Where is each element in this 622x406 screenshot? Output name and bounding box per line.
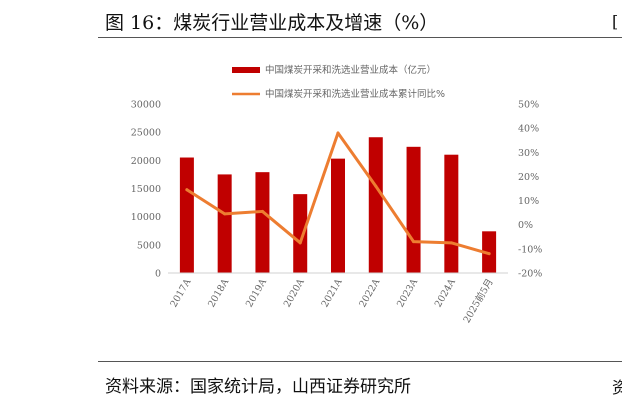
growth-point [487, 252, 491, 256]
y-right-tick-label: -20% [518, 269, 542, 280]
y-left-tick-label: 30000 [131, 100, 161, 111]
y-right-tick-label: -10% [518, 244, 542, 255]
bar-series [179, 137, 497, 273]
x-tick-label: 2024A [433, 277, 458, 309]
y-left-tick-label: 10000 [131, 212, 161, 223]
legend-swatch-bar [232, 67, 260, 73]
bar [255, 172, 270, 273]
top-rule [98, 37, 622, 38]
growth-point [298, 241, 302, 245]
legend: 中国煤炭开采和洗选业营业成本（亿元） 中国煤炭开采和洗选业营业成本累计同比% [232, 64, 445, 100]
growth-point [412, 240, 416, 244]
growth-point [449, 241, 453, 245]
edge-glyph-bottom: 资 [612, 378, 622, 397]
y-right-tick-label: 40% [518, 124, 539, 135]
bar [179, 157, 194, 273]
x-tick-label: 2023A [395, 277, 420, 309]
x-tick-label: 2022A [357, 277, 382, 309]
y-left-tick-label: 5000 [137, 240, 161, 251]
y-right-axis: -20% -10% 0% 10% 20% 30% 40% 50% [518, 100, 542, 280]
bar [406, 146, 421, 273]
y-left-axis: 0 5000 10000 15000 20000 25000 30000 [131, 100, 161, 280]
x-axis: 2017A 2018A 2019A 2020A 2021A 2022A 2023A 2024A… [168, 276, 495, 325]
y-left-tick-label: 0 [155, 269, 161, 280]
bar [331, 158, 345, 273]
figure-title: 图 16：煤炭行业营业成本及增速（%） [105, 12, 439, 34]
legend-label-bar: 中国煤炭开采和洗选业营业成本（亿元） [265, 64, 436, 76]
y-right-tick-label: 30% [518, 148, 539, 159]
x-tick-label: 2021A [320, 277, 345, 309]
growth-point [223, 212, 227, 216]
x-tick-label: 2019A [244, 277, 269, 309]
growth-point [260, 209, 264, 213]
edge-glyph-top: [ [612, 12, 619, 31]
bar [368, 137, 383, 273]
y-left-tick-label: 15000 [131, 184, 161, 195]
y-right-tick-label: 20% [518, 172, 539, 183]
y-right-tick-label: 0% [518, 220, 533, 231]
bar [293, 194, 308, 273]
legend-label-line: 中国煤炭开采和洗选业营业成本累计同比% [265, 88, 445, 100]
growth-point [185, 188, 189, 192]
source-note: 资料来源：国家统计局，山西证券研究所 [105, 377, 411, 397]
bottom-rule [98, 361, 622, 362]
line-series [185, 131, 491, 256]
bar [217, 174, 232, 273]
y-left-tick-label: 20000 [131, 156, 161, 167]
x-tick-label: 2018A [206, 277, 231, 309]
x-tick-label: 2017A [168, 277, 193, 309]
bar [444, 154, 459, 273]
y-left-tick-label: 25000 [131, 128, 161, 139]
x-tick-label: 2025前5月 [461, 276, 496, 325]
growth-point [336, 131, 340, 135]
x-tick-label: 2020A [282, 277, 307, 309]
y-right-tick-label: 10% [518, 196, 539, 207]
y-right-tick-label: 50% [518, 100, 539, 111]
growth-point [374, 184, 378, 188]
